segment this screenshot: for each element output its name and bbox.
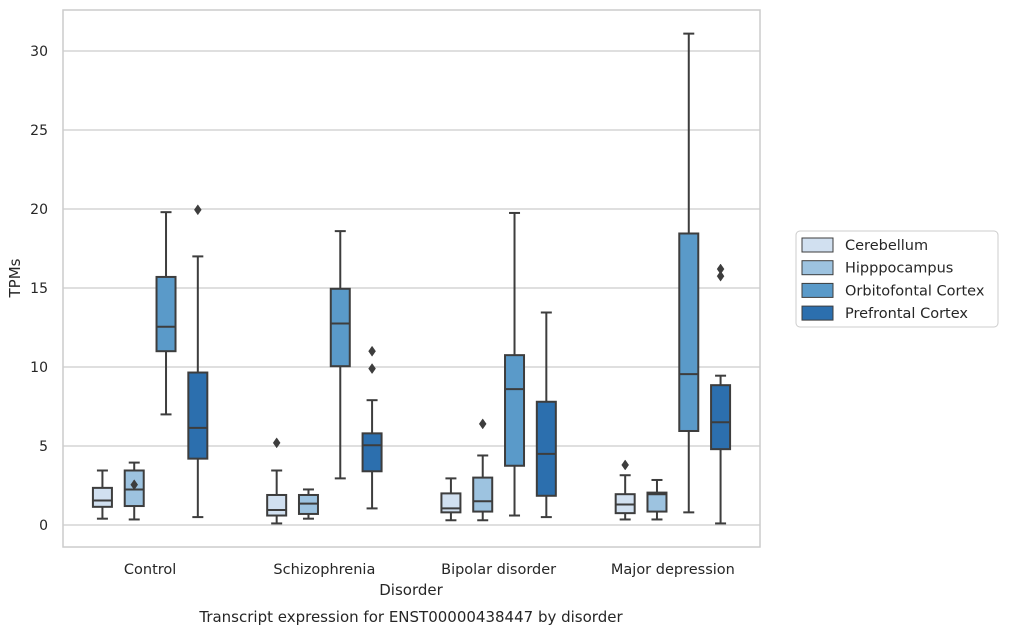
box-group	[155, 211, 177, 416]
legend-label: Prefrontal Cortex	[845, 306, 968, 322]
box-group	[710, 263, 732, 525]
x-tick-label: Schizophrenia	[273, 562, 375, 578]
box-group	[646, 478, 668, 521]
y-tick-label: 0	[39, 518, 48, 534]
box-iqr	[710, 384, 732, 451]
box-group	[535, 311, 557, 519]
box-iqr	[504, 354, 526, 467]
box-group	[678, 32, 700, 514]
legend-swatch	[801, 237, 834, 253]
y-axis-label: TPMs	[6, 258, 24, 298]
box-group	[187, 204, 209, 519]
x-tick-labels: Control Schizophrenia Bipolar disorder Majo…	[124, 562, 735, 578]
legend-items: Cerebellum Hipppocampus Orbitofontal Corte…	[801, 237, 985, 322]
box-iqr	[91, 486, 113, 508]
chart-caption: Transcript expression for ENST0000043844…	[198, 608, 623, 626]
x-tick-label: Major depression	[611, 562, 735, 578]
x-tick-label: Bipolar disorder	[441, 562, 556, 578]
box-group	[266, 437, 288, 525]
outlier-point	[368, 363, 376, 375]
box-iqr	[678, 232, 700, 432]
box-iqr	[329, 287, 351, 368]
box-iqr	[361, 432, 383, 473]
outlier-point	[130, 479, 139, 491]
y-tick-label: 30	[30, 44, 48, 60]
legend-swatch	[801, 260, 834, 276]
y-tick-labels: 0 5 10 15 20 25 30	[30, 44, 48, 534]
y-tick-label: 20	[30, 202, 48, 218]
box-group	[123, 461, 145, 521]
box-group	[440, 477, 462, 522]
legend-swatch	[801, 305, 834, 321]
box-iqr	[646, 491, 668, 513]
box-group	[91, 469, 113, 520]
plot-boxes	[91, 32, 732, 525]
box-group	[329, 230, 351, 480]
box-iqr	[472, 476, 494, 513]
legend-frame	[795, 230, 999, 328]
box-group	[361, 345, 383, 510]
box-group	[504, 211, 526, 517]
outlier-point	[194, 204, 202, 216]
y-tick-label: 5	[39, 439, 48, 455]
legend: Cerebellum Hipppocampus Orbitofontal Corte…	[795, 230, 999, 328]
plot-frame	[62, 9, 761, 548]
y-tick-label: 10	[30, 360, 48, 376]
outlier-point	[478, 418, 487, 430]
legend-label: Orbitofontal Cortex	[845, 283, 985, 299]
box-iqr	[266, 493, 288, 517]
box-iqr	[155, 275, 177, 353]
y-tick-label: 25	[30, 123, 48, 139]
box-group	[297, 488, 319, 520]
x-tick-label: Control	[124, 562, 176, 578]
outlier-point	[621, 459, 629, 471]
outlier-point	[272, 437, 281, 449]
outlier-point	[716, 270, 725, 282]
box-iqr	[535, 400, 557, 497]
outlier-point	[368, 345, 376, 357]
x-axis-label: Disorder	[379, 581, 443, 599]
legend-label: Cerebellum	[845, 238, 928, 254]
box-group	[472, 418, 494, 522]
gridlines	[63, 50, 760, 526]
box-iqr	[440, 492, 462, 514]
box-group	[614, 459, 636, 521]
legend-swatch	[801, 282, 834, 298]
legend-label: Hipppocampus	[845, 261, 953, 277]
box-iqr	[187, 371, 209, 460]
y-tick-label: 15	[30, 281, 48, 297]
